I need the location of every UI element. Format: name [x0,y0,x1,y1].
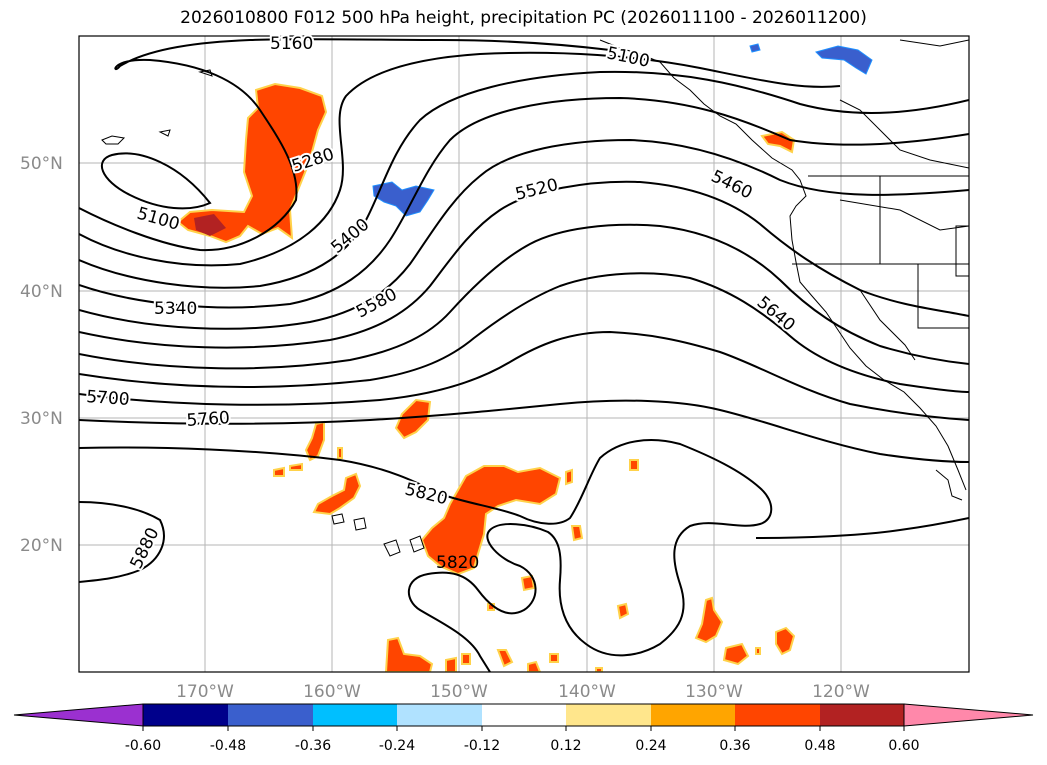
contour-label: 5340 [154,299,197,319]
colorbar-tick: 0.48 [804,738,835,754]
coastlines [101,39,969,557]
map-border [78,35,970,673]
lat-label-40n: 40°N [20,282,63,302]
colorbar-segment [735,704,820,726]
colorbar-segment [228,704,313,726]
colorbar-segment [566,704,651,726]
lon-label-150w: 150°W [430,682,488,702]
colorbar-low-extend [13,703,144,727]
map-title: 2026010800 F012 500 hPa height, precipit… [180,8,867,28]
colorbar-segment [143,704,228,726]
colorbar-tick: -0.24 [379,738,415,754]
negative-anomaly-areas [372,43,873,217]
contour-label: 5760 [186,408,231,431]
colorbar-tick: -0.12 [464,738,500,754]
longitude-labels: 170°W 160°W 150°W 140°W 130°W 120°W [176,682,870,702]
positive-anomaly-areas [176,82,796,672]
colorbar-tick: -0.36 [295,738,331,754]
lat-label-20n: 20°N [20,536,63,556]
colorbar-high-extend-outline [903,703,1034,727]
graticule [79,36,969,672]
contour-label: 5820 [436,553,479,573]
colorbar-tick: -0.60 [125,738,161,754]
colorbar-segment [820,704,904,726]
lon-label-130w: 130°W [685,682,743,702]
contour-label: 5700 [86,387,131,410]
colorbar-tick: 0.24 [635,738,666,754]
colorbar-segment [313,704,397,726]
lat-label-50n: 50°N [20,154,63,174]
lat-label-30n: 30°N [20,409,63,429]
colorbar-frame [142,703,905,727]
height-contours [79,38,969,672]
contour-label: 5160 [270,34,313,54]
lon-label-160w: 160°W [303,682,361,702]
lon-label-170w: 170°W [176,682,234,702]
latitude-labels: 50°N 40°N 30°N 20°N [20,154,63,556]
colorbar-tick: 0.36 [719,738,750,754]
lon-label-120w: 120°W [812,682,870,702]
colorbar-tick: -0.48 [210,738,246,754]
colorbar-segment [651,704,735,726]
colorbar-tick: 0.60 [888,738,919,754]
colorbar-high-extend [904,704,1033,726]
colorbar-tick: 0.12 [550,738,581,754]
colorbar: -0.60 -0.48 -0.36 -0.24 -0.12 0.12 0.24 … [13,703,1034,754]
colorbar-segment [482,704,566,726]
lon-label-140w: 140°W [558,682,616,702]
colorbar-segment [397,704,482,726]
